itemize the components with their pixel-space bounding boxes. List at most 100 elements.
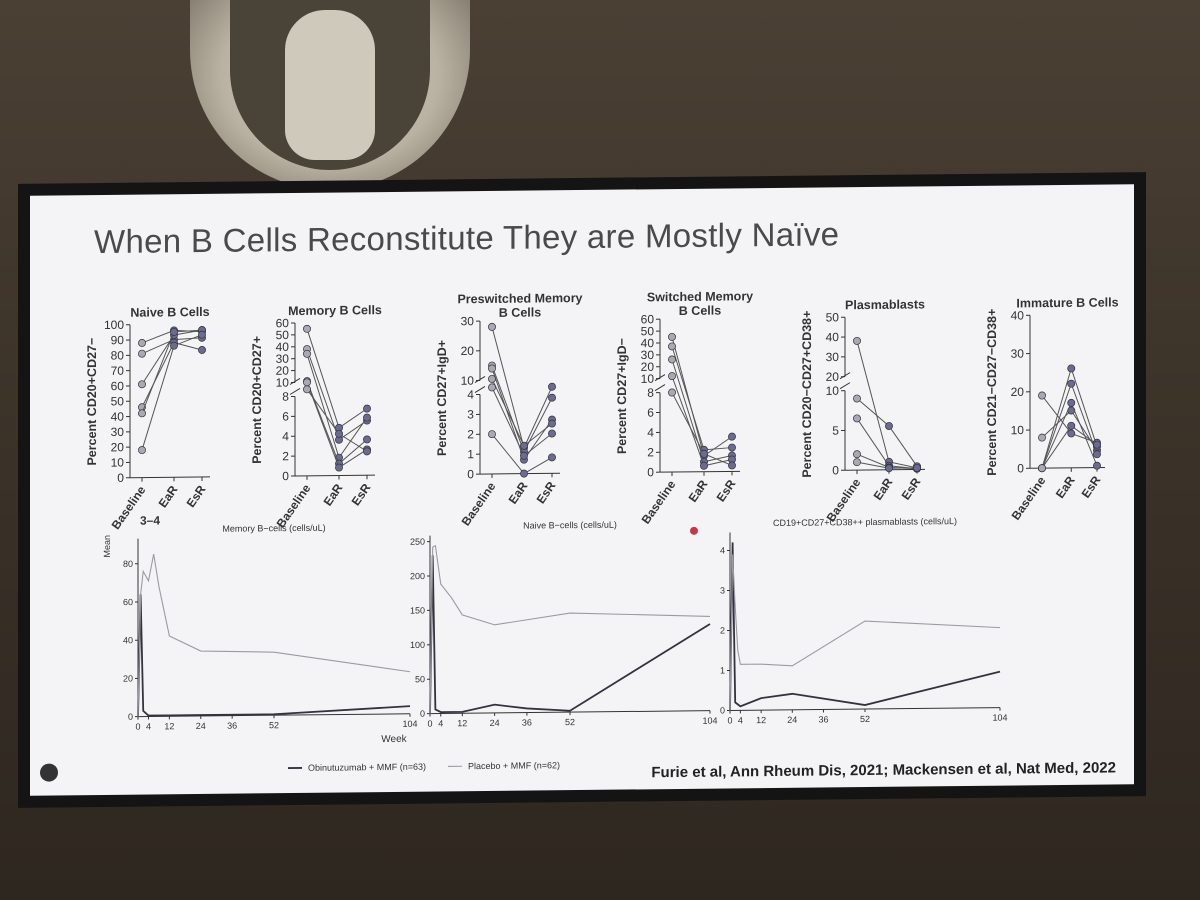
y-tick-label: 1 xyxy=(720,666,725,676)
y-tick-label: 200 xyxy=(410,571,425,581)
y-tick-label: 30 xyxy=(461,314,475,328)
x-tick-label: EaR xyxy=(1053,473,1078,500)
series-line xyxy=(429,555,711,714)
y-axis-label: Percent CD27+IgD+ xyxy=(435,340,449,456)
data-point xyxy=(303,349,311,358)
panel-title-line: B Cells xyxy=(679,304,721,318)
data-point xyxy=(548,382,556,391)
series-line xyxy=(306,328,368,429)
data-point xyxy=(668,342,676,351)
axis-break-mark xyxy=(839,372,851,380)
data-point xyxy=(170,327,178,336)
data-point xyxy=(548,393,556,402)
data-point xyxy=(303,385,311,394)
data-point xyxy=(198,330,206,339)
panel-title: Switched MemoryB Cells xyxy=(647,289,753,318)
y-tick-label: 20 xyxy=(641,360,655,374)
x-tick-label: 52 xyxy=(565,717,575,727)
x-axis-label: Week xyxy=(381,734,407,745)
x-tick-label: 4 xyxy=(438,718,443,728)
y-axis-label: Percent CD27+IgD− xyxy=(615,338,629,454)
panel-title-line: Switched Memory xyxy=(647,289,753,304)
data-point xyxy=(853,450,861,459)
data-point xyxy=(1093,440,1101,449)
x-tick-label: 12 xyxy=(164,721,174,731)
y-tick-label: 50 xyxy=(111,394,125,408)
data-point xyxy=(170,341,178,350)
data-point xyxy=(1067,429,1076,438)
y-tick-label: 150 xyxy=(410,605,425,615)
data-point xyxy=(1093,450,1101,459)
data-point xyxy=(363,413,371,422)
x-tick-label: 36 xyxy=(522,718,532,728)
data-point xyxy=(668,355,676,364)
x-tick-label: 4 xyxy=(738,715,743,725)
legend-label: Placebo + MMF (n=62) xyxy=(468,760,560,771)
data-point xyxy=(1067,398,1076,407)
data-point xyxy=(668,372,676,381)
y-tick-label: 8 xyxy=(282,390,289,404)
y-tick-label: 0 xyxy=(720,706,725,716)
y-tick-label: 20 xyxy=(1011,385,1025,399)
data-point xyxy=(548,419,556,428)
data-point xyxy=(520,451,528,460)
axis-break-mark xyxy=(474,386,486,393)
y-tick-label: 80 xyxy=(111,348,125,362)
data-point xyxy=(1038,391,1046,400)
y-tick-label: 10 xyxy=(1011,423,1025,437)
data-point xyxy=(138,339,146,347)
y-tick-label: 100 xyxy=(104,318,124,332)
series-line xyxy=(491,326,553,450)
y-tick-label: 2 xyxy=(647,445,654,459)
data-point xyxy=(1038,464,1046,473)
y-tick-label: 40 xyxy=(641,336,655,350)
y-tick-label: 0 xyxy=(128,712,133,722)
y-tick-label: 40 xyxy=(276,340,290,354)
y-tick-label: 60 xyxy=(123,597,133,607)
x-tick-label: Baseline xyxy=(639,478,679,527)
data-point xyxy=(853,336,861,345)
x-tick-label: Baseline xyxy=(1009,474,1049,523)
data-point xyxy=(138,409,146,418)
y-tick-label: 30 xyxy=(111,425,125,439)
x-tick-label: EaR xyxy=(871,475,896,502)
x-tick-label: 36 xyxy=(818,714,828,724)
y-tick-label: 2 xyxy=(282,449,289,463)
y-tick-label: 1 xyxy=(467,447,474,461)
x-tick-label: 0 xyxy=(427,719,432,729)
panel-title: Preswitched MemoryB Cells xyxy=(457,291,582,320)
data-point xyxy=(668,388,676,397)
panel-title: Naive B Cells xyxy=(130,305,209,320)
x-tick-label: EsR xyxy=(349,481,374,508)
data-point xyxy=(728,461,736,470)
panel-title-line: B Cells xyxy=(499,305,541,319)
axis-break-mark xyxy=(289,387,301,395)
x-tick-label: 24 xyxy=(490,718,500,728)
data-point xyxy=(488,374,496,383)
y-tick-label: 30 xyxy=(826,350,840,364)
data-point xyxy=(363,404,371,413)
y-tick-label: 10 xyxy=(826,384,840,398)
series-line xyxy=(729,542,1001,711)
data-point xyxy=(1067,364,1076,373)
data-point xyxy=(728,432,736,441)
data-point xyxy=(700,449,708,458)
pen-icon[interactable] xyxy=(40,763,58,782)
y-tick-label: 3 xyxy=(720,586,725,596)
axis-break-mark xyxy=(654,374,666,382)
data-point xyxy=(198,346,206,354)
x-axis xyxy=(130,476,210,479)
series-line xyxy=(671,336,733,457)
y-axis-label: Percent CD21−CD27−CD38+ xyxy=(985,309,999,476)
panel-title: Plasmablasts xyxy=(845,297,925,312)
x-tick-label: EsR xyxy=(534,479,559,506)
data-point xyxy=(520,469,528,478)
y-tick-label: 40 xyxy=(123,635,133,645)
y-tick-label: 4 xyxy=(647,425,654,439)
statue-figure xyxy=(285,10,375,160)
y-tick-label: 8 xyxy=(647,386,654,400)
y-tick-label: 4 xyxy=(282,429,289,443)
y-tick-label: 80 xyxy=(123,559,133,569)
y-tick-label: 0 xyxy=(1017,461,1024,475)
panel-title-line: Preswitched Memory xyxy=(457,291,582,306)
